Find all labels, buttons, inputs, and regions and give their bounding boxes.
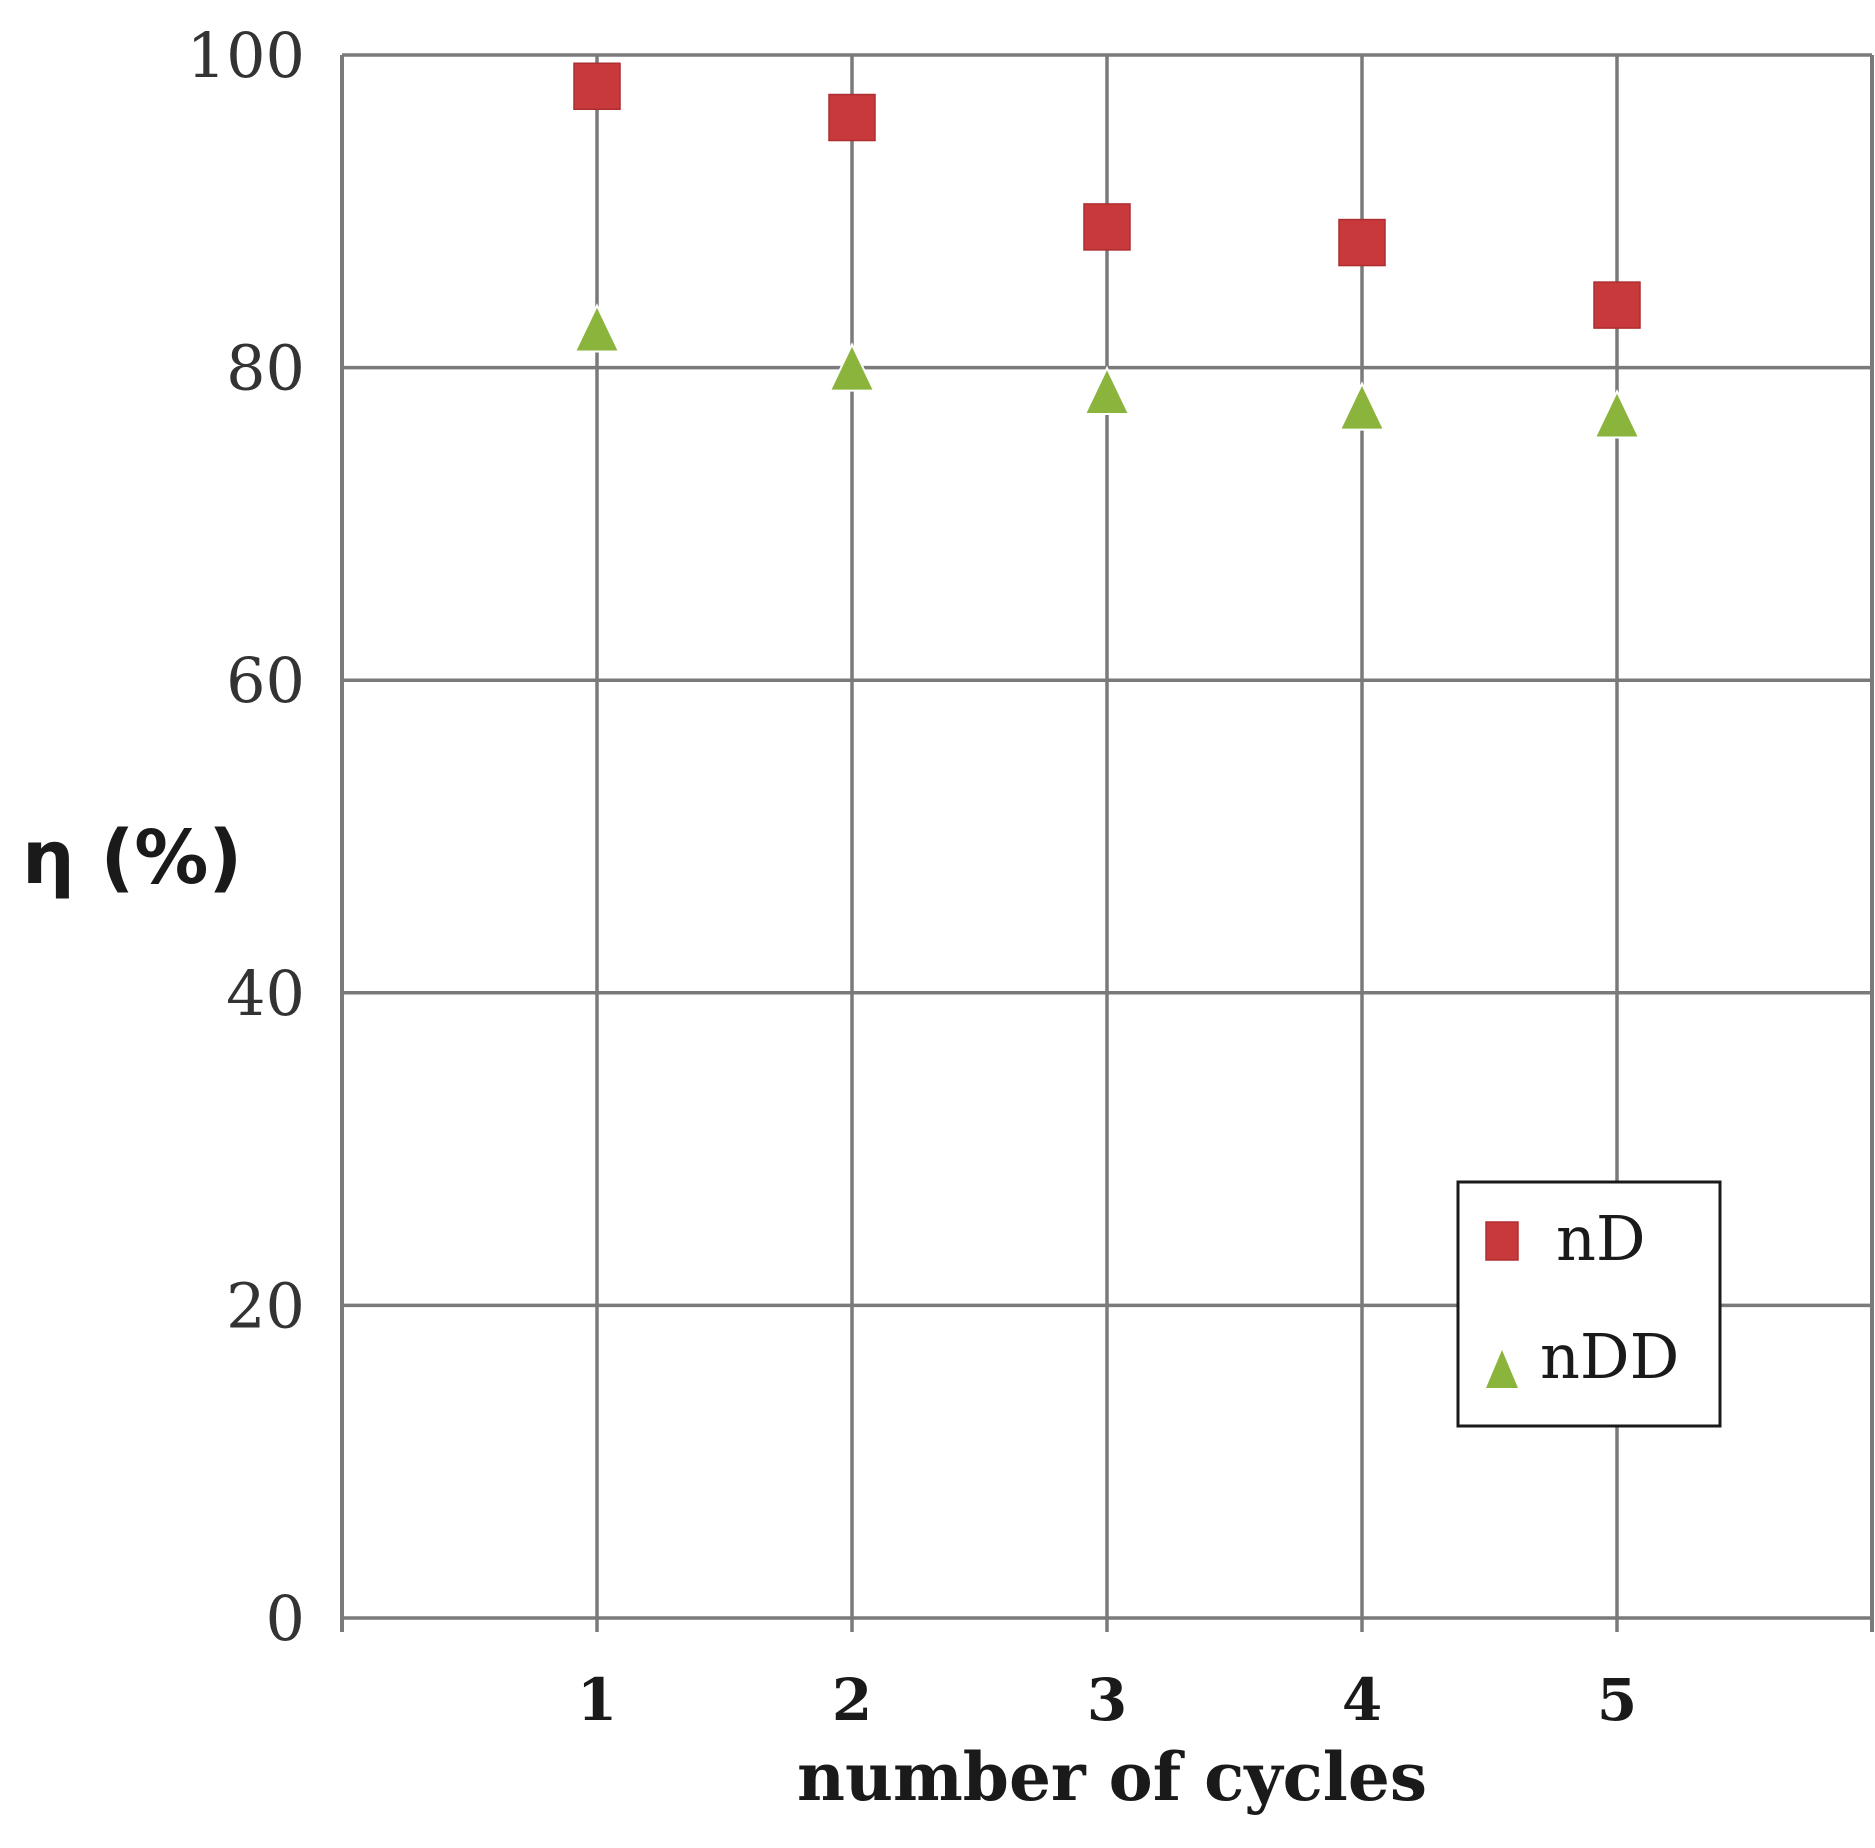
y-tick-label: 60 <box>226 644 305 717</box>
x-tick-label: 5 <box>1597 1666 1637 1734</box>
x-axis-label: number of cycles <box>797 1738 1427 1816</box>
point-nDD <box>573 303 621 353</box>
point-nD <box>828 93 876 142</box>
y-tick-label: 100 <box>187 19 305 92</box>
point-nD <box>573 62 621 111</box>
y-tick-label: 80 <box>226 332 305 405</box>
point-nD <box>1593 281 1641 329</box>
point-nDD <box>1083 365 1131 416</box>
point-nDD <box>1593 389 1641 439</box>
x-tick-label: 3 <box>1087 1666 1127 1734</box>
y-tick-label: 40 <box>226 957 305 1030</box>
y-tick-label: 20 <box>226 1269 305 1342</box>
x-tick-label: 2 <box>832 1666 872 1734</box>
point-nD <box>1083 203 1131 251</box>
legend-label-nD: nD <box>1556 1202 1646 1275</box>
x-tick-label: 4 <box>1342 1666 1382 1734</box>
x-tick-label: 1 <box>577 1666 617 1734</box>
point-nDD <box>828 342 876 392</box>
legend: nD nDD <box>1456 1180 1722 1428</box>
y-tick-label: 0 <box>266 1582 305 1655</box>
data-points <box>573 62 1641 439</box>
x-axis-ticks: 1 2 3 4 5 <box>577 1666 1637 1734</box>
legend-label-nDD: nDD <box>1540 1320 1679 1393</box>
point-nDD <box>1338 381 1386 431</box>
y-axis-ticks: 0 20 40 60 80 100 <box>187 19 305 1655</box>
point-nD <box>1338 218 1386 267</box>
legend-marker-nDD <box>1486 1350 1518 1388</box>
y-axis-label: η (%) <box>22 815 242 901</box>
legend-marker-nD <box>1485 1221 1519 1261</box>
